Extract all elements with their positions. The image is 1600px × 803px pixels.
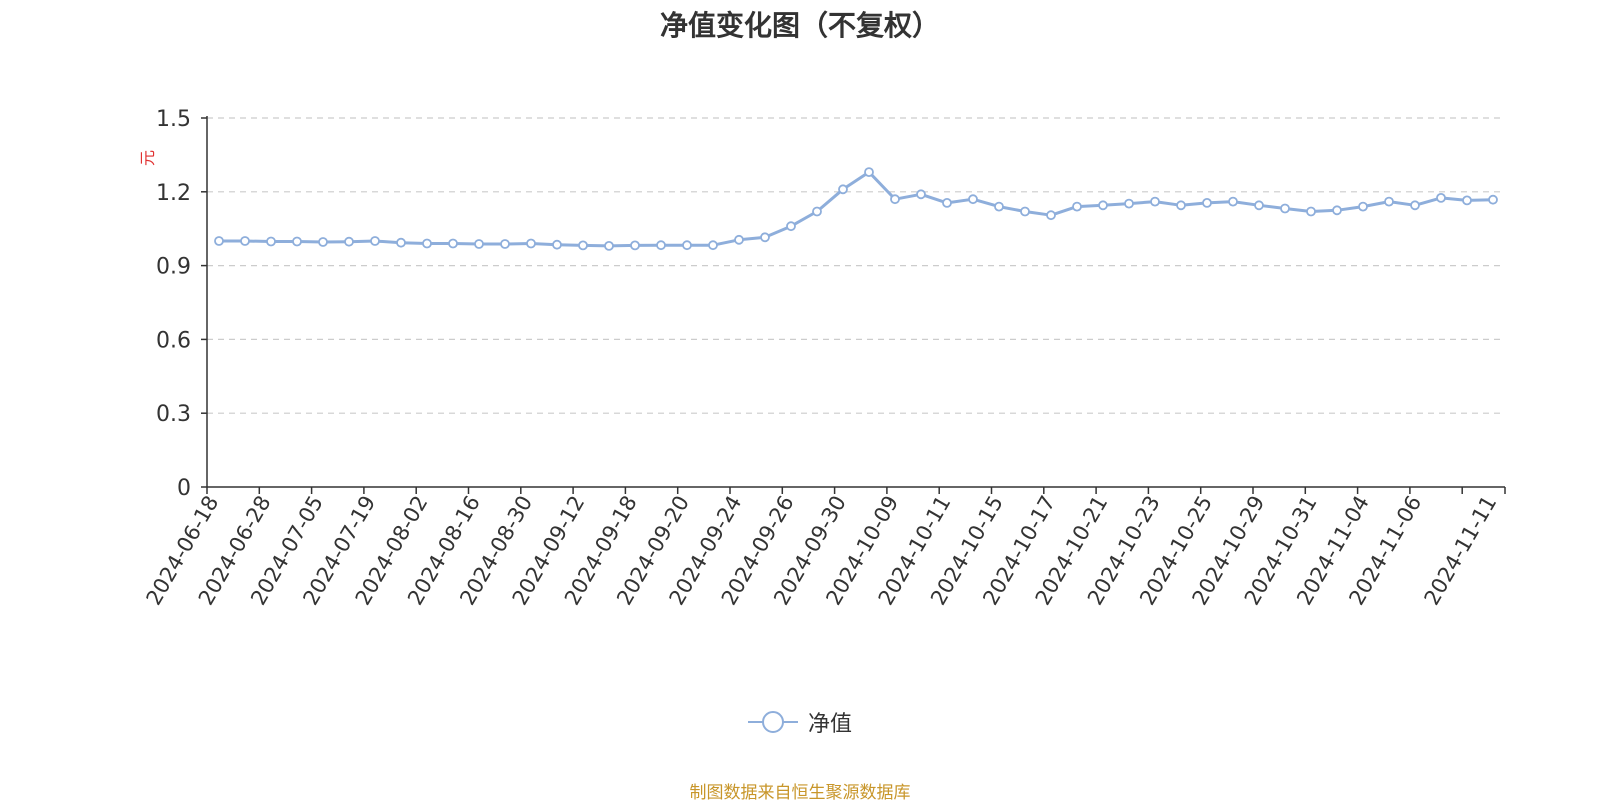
data-point — [916, 189, 926, 200]
data-point — [838, 184, 848, 195]
y-tick-label: 0.3 — [156, 402, 191, 427]
data-point — [1020, 206, 1030, 217]
data-point — [604, 240, 614, 251]
data-point — [1072, 201, 1082, 212]
data-point — [942, 197, 952, 208]
data-point — [1384, 196, 1394, 207]
data-point — [1150, 196, 1160, 207]
data-point — [396, 237, 406, 248]
data-point — [266, 236, 276, 247]
y-tick-label: 0.9 — [156, 255, 191, 280]
y-tick-labels: 0 0.3 0.6 0.9 1.2 1.5 — [156, 107, 191, 501]
data-point — [526, 238, 536, 249]
data-point — [1488, 194, 1498, 205]
source-note: 制图数据来自恒生聚源数据库 — [689, 783, 911, 803]
data-point — [760, 232, 770, 243]
data-point — [968, 194, 978, 205]
data-point — [890, 194, 900, 205]
data-point — [1228, 196, 1238, 207]
data-point — [578, 240, 588, 251]
x-tick-label: 2024-11-11 — [1420, 492, 1502, 610]
data-point — [370, 236, 380, 246]
data-point — [1098, 200, 1108, 211]
data-point — [708, 240, 718, 251]
data-point — [292, 236, 302, 247]
legend-line-circle-icon — [747, 711, 798, 733]
data-point — [344, 236, 354, 247]
y-tick-label: 0 — [177, 476, 191, 501]
data-point — [448, 238, 458, 249]
data-point — [786, 221, 796, 232]
y-tick-label: 1.5 — [156, 107, 191, 132]
axes — [201, 116, 1506, 494]
legend[interactable]: 净值 — [0, 706, 1600, 741]
grid-lines — [207, 117, 1500, 414]
data-point — [1124, 198, 1134, 209]
y-tick-label: 1.2 — [156, 181, 191, 206]
x-tick-labels: 2024-06-182024-06-282024-07-052024-07-19… — [142, 492, 1502, 610]
data-point — [656, 240, 666, 251]
data-point — [1046, 210, 1056, 221]
data-point — [864, 167, 874, 178]
data-point — [500, 239, 510, 249]
data-point — [1176, 200, 1186, 211]
data-point — [630, 240, 640, 251]
legend-label: 净值 — [807, 712, 852, 737]
data-point — [1254, 200, 1264, 211]
data-point — [812, 206, 822, 217]
data-point — [422, 238, 432, 249]
data-point — [1358, 201, 1368, 212]
data-point — [1436, 192, 1446, 203]
data-point — [1332, 205, 1342, 216]
data-point — [474, 239, 484, 249]
series-line-nav — [217, 170, 1495, 248]
data-point — [1280, 203, 1290, 214]
data-point — [214, 236, 224, 246]
y-tick-label: 0.6 — [156, 328, 191, 353]
data-point — [1306, 206, 1316, 217]
chart-title: 净值变化图（不复权） — [659, 9, 940, 42]
y-axis-label: 元 — [138, 150, 157, 166]
data-point — [240, 236, 250, 246]
data-point — [1462, 195, 1472, 206]
data-point — [994, 201, 1004, 212]
data-point — [1410, 200, 1420, 211]
series-points — [214, 167, 1498, 251]
data-point — [552, 239, 562, 250]
data-point — [1202, 197, 1212, 208]
data-point — [682, 240, 692, 251]
data-point — [318, 237, 328, 247]
data-point — [734, 234, 744, 245]
